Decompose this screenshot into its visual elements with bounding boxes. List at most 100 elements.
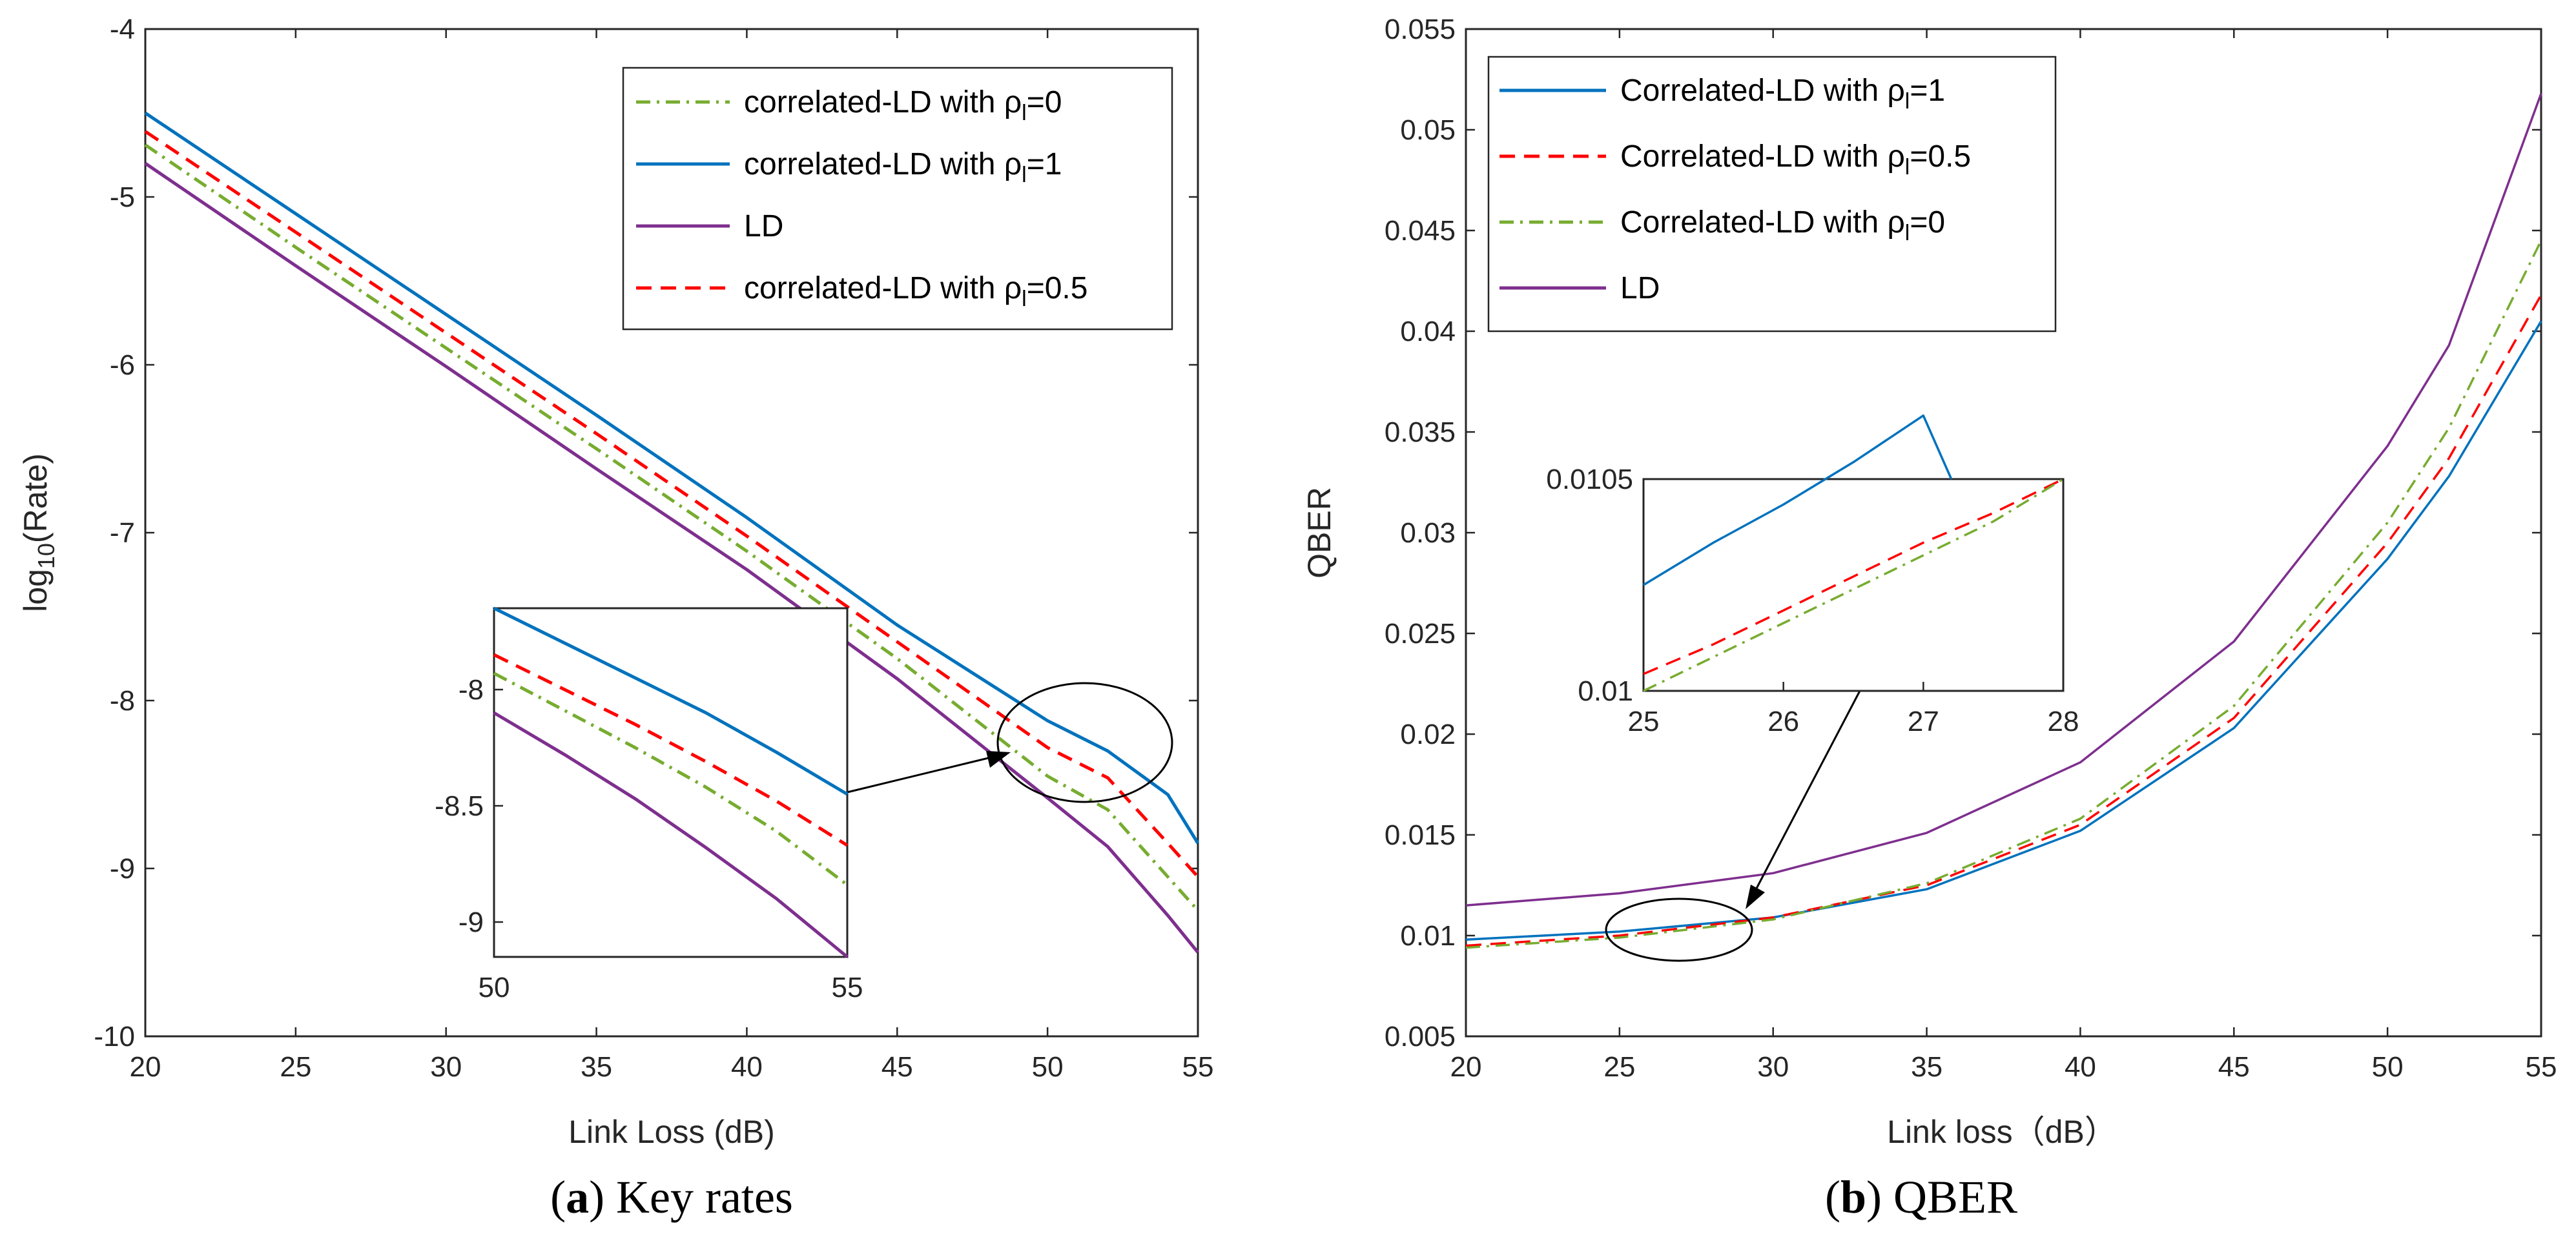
b-ytick-label: 0.01: [1400, 920, 1456, 952]
a-ytick-label: -10: [94, 1021, 135, 1052]
b-xtick-label: 40: [2065, 1051, 2096, 1083]
b-ytick-label: 0.035: [1385, 416, 1456, 448]
a-xtick-label: 20: [130, 1051, 161, 1083]
a-legend-label-suffix-0: =0: [1027, 85, 1062, 119]
b-series-line-0: [1465, 320, 2542, 941]
b-legend-label-suffix-0: =1: [1910, 74, 1945, 108]
series-layer-b: [1465, 93, 2542, 949]
ai-ytick-label: -9: [459, 907, 484, 938]
a-legend-label-0: correlated-LD with ρl=0: [744, 85, 1062, 125]
b-legend-label-sub-1: l: [1905, 155, 1910, 179]
b-xtick-label: 30: [1757, 1051, 1789, 1083]
b-ytick-label: 0.055: [1385, 14, 1456, 45]
inset-frame-a: [493, 607, 849, 958]
zoom-arrowhead-a: [986, 751, 1011, 768]
a-legend-label-main-0: correlated-LD with ρ: [744, 85, 1022, 119]
b-xtick-label: 55: [2526, 1051, 2557, 1083]
a-legend-label-main-1: correlated-LD with ρ: [744, 147, 1022, 181]
a-ytick-label: -5: [110, 181, 135, 213]
b-ytick-label: 0.015: [1385, 819, 1456, 851]
b-legend-label-main-0: Correlated-LD with ρ: [1620, 74, 1905, 108]
b-ytick-label: 0.02: [1400, 719, 1456, 750]
b-legend-label-main-2: Correlated-LD with ρ: [1620, 205, 1905, 240]
caption-b: (b) QBER: [1825, 1171, 2017, 1223]
b-ytick-label: 0.025: [1385, 618, 1456, 650]
bi-xtick-label: 28: [2048, 706, 2079, 737]
caption-b-text: QBER: [1882, 1171, 2017, 1223]
a-legend-label-suffix-3: =0.5: [1027, 271, 1088, 305]
chart-qber: 20 25 30 35 40 45 50 55 0.005 0.01 0.015 0.02 0.025 0…: [1301, 14, 2557, 1223]
a-ytick-label: -8: [110, 685, 135, 717]
inset-a: 50 55 -9 -8.5 -8: [435, 606, 863, 1003]
a-ytick-label: -6: [110, 349, 135, 381]
ai-series-line-2: [493, 672, 849, 887]
y-axis-label-a-main: log: [17, 569, 54, 612]
bi-series-line-1: [1643, 478, 2064, 675]
inset-frame-b: [1642, 478, 2065, 692]
ai-series-line-0: [493, 606, 849, 796]
a-xtick-label: 35: [581, 1051, 612, 1083]
chart-key-rates: 20 25 30 35 40 45 50 55 -10 -9 -8 -7 -6 -5 -4 50 55 -9 -8…: [17, 14, 1213, 1223]
b-legend-label-main-3: LD: [1620, 271, 1660, 305]
inset-series-a: [493, 606, 849, 958]
x-axis-label-a: Link Loss (dB): [568, 1114, 775, 1150]
a-legend-label-sub-0: l: [1022, 101, 1027, 125]
b-xtick-label: 35: [1911, 1051, 1942, 1083]
b-ytick-label: 0.005: [1385, 1021, 1456, 1052]
b-ytick-label: 0.05: [1400, 114, 1456, 146]
b-legend-label-3: LD: [1620, 271, 1660, 305]
b-legend-label-2: Correlated-LD with ρl=0: [1620, 205, 1945, 245]
b-legend-label-0: Correlated-LD with ρl=1: [1620, 74, 1945, 114]
b-xtick-label: 45: [2218, 1051, 2250, 1083]
bi-xtick-label: 27: [1908, 706, 1939, 737]
y-axis-label-a: log10(Rate): [17, 453, 59, 612]
b-series-line-1: [1465, 294, 2542, 947]
b-series-line-3: [1465, 93, 2542, 907]
highlight-ellipse-a: [996, 682, 1173, 803]
b-legend-label-sub-0: l: [1905, 89, 1910, 114]
a-legend-label-3: correlated-LD with ρl=0.5: [744, 271, 1087, 311]
a-legend-label-main-2: LD: [744, 209, 783, 243]
y-axis-label-a-sub: 10: [33, 543, 59, 569]
zoom-arrowhead-b: [1746, 885, 1765, 909]
caption-b-letter: b: [1840, 1171, 1866, 1223]
b-xtick-label: 20: [1450, 1051, 1482, 1083]
b-xtick-label: 50: [2372, 1051, 2404, 1083]
y-axis-label-a-post: (Rate): [17, 453, 54, 543]
caption-a-text: Key rates: [604, 1171, 793, 1223]
a-xtick-label: 40: [731, 1051, 763, 1083]
zoom-arrow-a: [847, 753, 1005, 794]
ai-series-line-3: [493, 711, 849, 958]
b-ytick-label: 0.04: [1400, 316, 1456, 347]
a-legend-label-suffix-1: =1: [1027, 147, 1062, 181]
b-legend-label-main-1: Correlated-LD with ρ: [1620, 139, 1905, 174]
inset-series-b: [1643, 414, 2064, 692]
b-legend-label-sub-2: l: [1905, 221, 1910, 245]
a-legend-label-main-3: correlated-LD with ρ: [744, 271, 1022, 305]
a-series-line-3: [144, 130, 1199, 878]
axes-ticks-a: 20 25 30 35 40 45 50 55 -10 -9 -8 -7 -6 -5 -4: [94, 14, 1213, 1083]
inset-ticks-b: 25 26 27 28 0.01 0.0105: [1546, 464, 2079, 737]
inset-b: 25 26 27 28 0.01 0.0105: [1546, 414, 2079, 737]
ai-ytick-label: -8.5: [435, 790, 484, 822]
ai-series-line-1: [493, 653, 849, 847]
b-legend-label-1: Correlated-LD with ρl=0.5: [1620, 139, 1971, 179]
b-xtick-label: 25: [1603, 1051, 1635, 1083]
a-legend-label-sub-3: l: [1022, 287, 1027, 311]
b-legend-label-suffix-1: =0.5: [1910, 139, 1971, 174]
axes-ticks-b: 20 25 30 35 40 45 50 55 0.005 0.01 0.015 0.02 0.025 0…: [1385, 14, 2557, 1083]
a-xtick-label: 45: [881, 1051, 913, 1083]
a-xtick-label: 55: [1182, 1051, 1214, 1083]
b-legend-label-suffix-2: =0: [1910, 205, 1945, 240]
a-ytick-label: -7: [110, 517, 135, 549]
legend-box-a: [622, 67, 1173, 331]
a-xtick-label: 50: [1032, 1051, 1064, 1083]
highlight-ellipse-b: [1605, 897, 1753, 962]
bi-xtick-label: 25: [1628, 706, 1660, 737]
bi-xtick-label: 26: [1767, 706, 1799, 737]
